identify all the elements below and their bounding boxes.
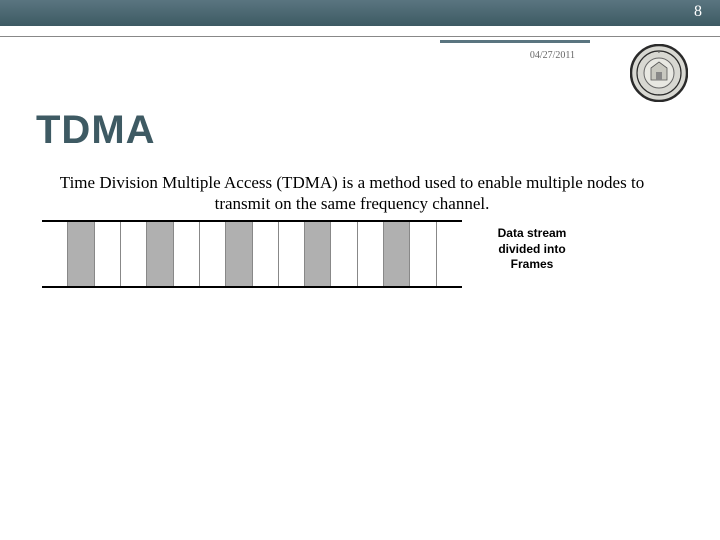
- slide-date: 04/27/2011: [530, 50, 575, 61]
- frame-slot: [121, 222, 147, 286]
- slide-title: TDMA: [36, 108, 156, 153]
- frame-slot: [147, 222, 173, 286]
- frame-slot: [200, 222, 226, 286]
- frame-slot: [384, 222, 410, 286]
- frame-slot: [174, 222, 200, 286]
- frame-slot: [410, 222, 436, 286]
- frame-slot: [279, 222, 305, 286]
- university-seal-icon: • •: [630, 44, 688, 102]
- frame-slot: [253, 222, 279, 286]
- diagram-label-line3: Frames: [511, 257, 554, 271]
- frame-slot: [331, 222, 357, 286]
- frame-slot: [358, 222, 384, 286]
- tdma-frames-diagram: Data stream divided into Frames: [42, 220, 542, 290]
- frame-slot: [226, 222, 252, 286]
- frame-slot: [95, 222, 121, 286]
- header-bar: [0, 0, 720, 26]
- header-thin-line: [0, 36, 720, 37]
- body-text: Time Division Multiple Access (TDMA) is …: [42, 172, 662, 215]
- page-number: 8: [694, 3, 702, 21]
- diagram-label-line1: Data stream: [498, 226, 567, 240]
- header-accent-underline: [440, 40, 590, 43]
- frame-slot: [68, 222, 94, 286]
- diagram-label: Data stream divided into Frames: [472, 226, 592, 273]
- frame-slot: [305, 222, 331, 286]
- frames-bar: [42, 220, 462, 288]
- diagram-label-line2: divided into: [498, 242, 565, 256]
- frame-slot: [437, 222, 462, 286]
- frame-slot: [42, 222, 68, 286]
